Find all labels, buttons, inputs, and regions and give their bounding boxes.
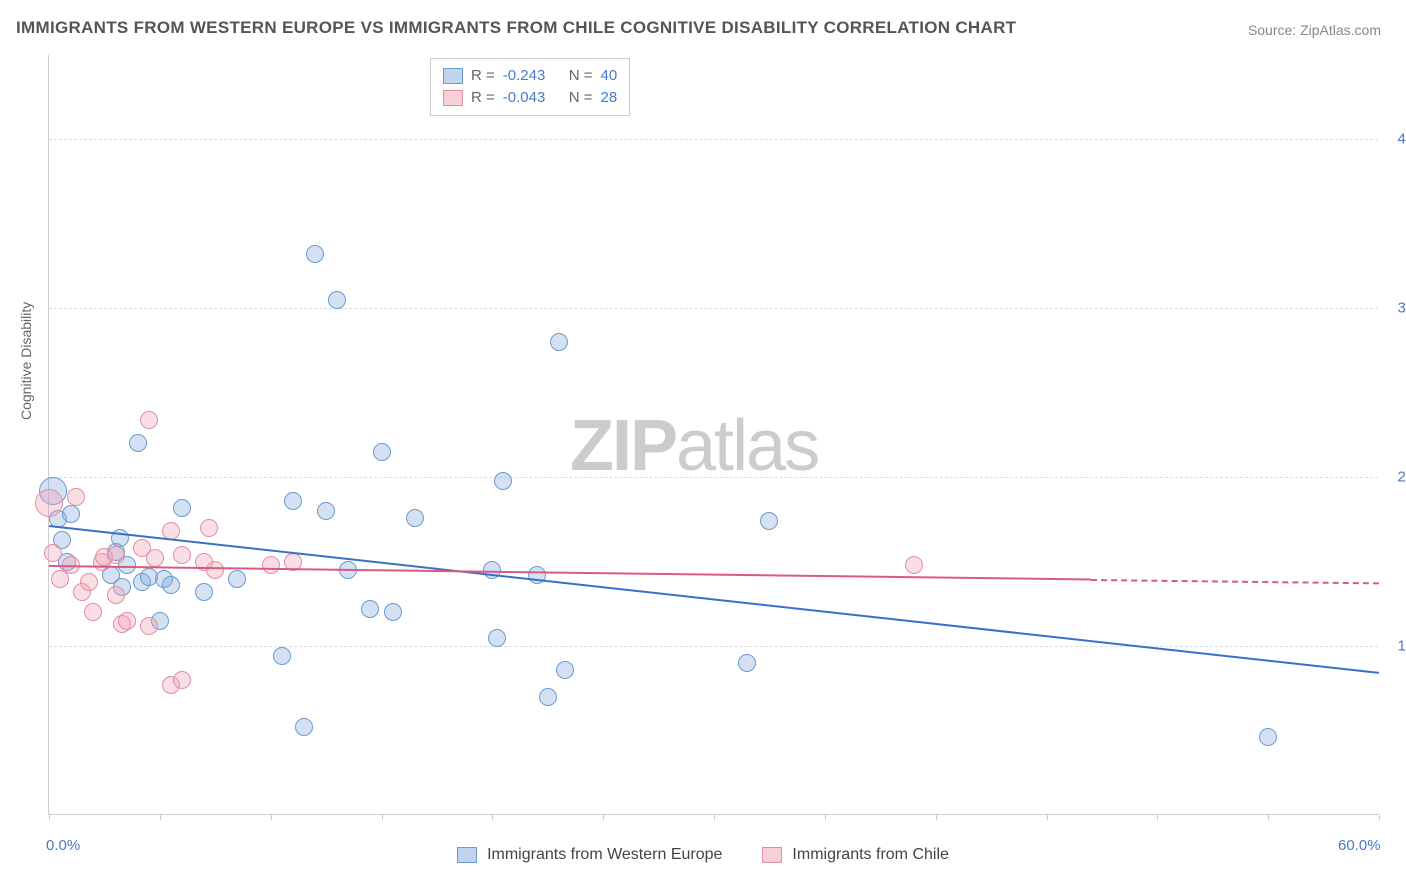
series-legend-item: Immigrants from Western Europe (457, 846, 722, 864)
scatter-point (195, 583, 213, 601)
watermark: ZIPatlas (570, 405, 818, 487)
scatter-point (62, 505, 80, 523)
scatter-point (273, 647, 291, 665)
scatter-point (295, 718, 313, 736)
x-tick (1157, 814, 1158, 820)
scatter-point (129, 434, 147, 452)
scatter-point (162, 576, 180, 594)
chart-title: IMMIGRANTS FROM WESTERN EUROPE VS IMMIGR… (16, 18, 1016, 38)
series-legend-label: Immigrants from Western Europe (487, 846, 722, 864)
scatter-point (306, 245, 324, 263)
n-label: N = (569, 87, 593, 109)
r-value: -0.043 (503, 87, 561, 109)
scatter-point (262, 556, 280, 574)
scatter-point (80, 573, 98, 591)
r-label: R = (471, 87, 495, 109)
scatter-point (146, 549, 164, 567)
trend-line (49, 525, 1379, 674)
legend-swatch (457, 847, 477, 863)
scatter-point (173, 499, 191, 517)
series-legend-label: Immigrants from Chile (792, 846, 948, 864)
scatter-point (44, 544, 62, 562)
n-label: N = (569, 65, 593, 87)
y-tick-label: 30.0% (1397, 300, 1406, 317)
trend-line-extrapolated (1091, 579, 1379, 584)
scatter-point (361, 600, 379, 618)
scatter-point (1259, 728, 1277, 746)
source-label: Source: ZipAtlas.com (1248, 22, 1381, 38)
scatter-point (107, 586, 125, 604)
x-tick (603, 814, 604, 820)
scatter-point (760, 512, 778, 530)
scatter-point (284, 492, 302, 510)
series-legend: Immigrants from Western Europe Immigrants… (0, 846, 1406, 864)
y-tick-label: 20.0% (1397, 469, 1406, 486)
gridline (49, 646, 1378, 647)
correlation-legend-row: R = -0.243 N = 40 (443, 65, 617, 87)
x-tick (1047, 814, 1048, 820)
gridline (49, 139, 1378, 140)
x-tick (271, 814, 272, 820)
r-label: R = (471, 65, 495, 87)
n-value: 40 (601, 65, 618, 87)
x-tick (936, 814, 937, 820)
x-tick (160, 814, 161, 820)
x-tick (492, 814, 493, 820)
correlation-legend: R = -0.243 N = 40 R = -0.043 N = 28 (430, 58, 630, 116)
scatter-point (317, 502, 335, 520)
y-axis-label: Cognitive Disability (18, 302, 34, 420)
y-tick-label: 10.0% (1397, 638, 1406, 655)
scatter-point (200, 519, 218, 537)
x-tick (1379, 814, 1380, 820)
legend-swatch (443, 90, 463, 106)
scatter-point (173, 671, 191, 689)
scatter-point (67, 488, 85, 506)
x-tick (825, 814, 826, 820)
series-legend-item: Immigrants from Chile (762, 846, 948, 864)
x-tick (714, 814, 715, 820)
legend-swatch (443, 68, 463, 84)
scatter-point (556, 661, 574, 679)
trend-line (49, 565, 1091, 581)
scatter-point (539, 688, 557, 706)
scatter-point (384, 603, 402, 621)
scatter-point (140, 411, 158, 429)
scatter-point (550, 333, 568, 351)
scatter-point (488, 629, 506, 647)
scatter-point (173, 546, 191, 564)
scatter-point (228, 570, 246, 588)
x-tick (382, 814, 383, 820)
gridline (49, 308, 1378, 309)
scatter-point (406, 509, 424, 527)
correlation-legend-row: R = -0.043 N = 28 (443, 87, 617, 109)
scatter-point (206, 561, 224, 579)
scatter-point (494, 472, 512, 490)
y-tick-label: 40.0% (1397, 131, 1406, 148)
scatter-point (118, 612, 136, 630)
scatter-point (905, 556, 923, 574)
scatter-point (107, 546, 125, 564)
x-tick (49, 814, 50, 820)
scatter-point (373, 443, 391, 461)
scatter-point (738, 654, 756, 672)
n-value: 28 (601, 87, 618, 109)
scatter-point (140, 617, 158, 635)
scatter-point (84, 603, 102, 621)
x-tick (1268, 814, 1269, 820)
scatter-point (328, 291, 346, 309)
legend-swatch (762, 847, 782, 863)
scatter-point (35, 489, 63, 517)
r-value: -0.243 (503, 65, 561, 87)
